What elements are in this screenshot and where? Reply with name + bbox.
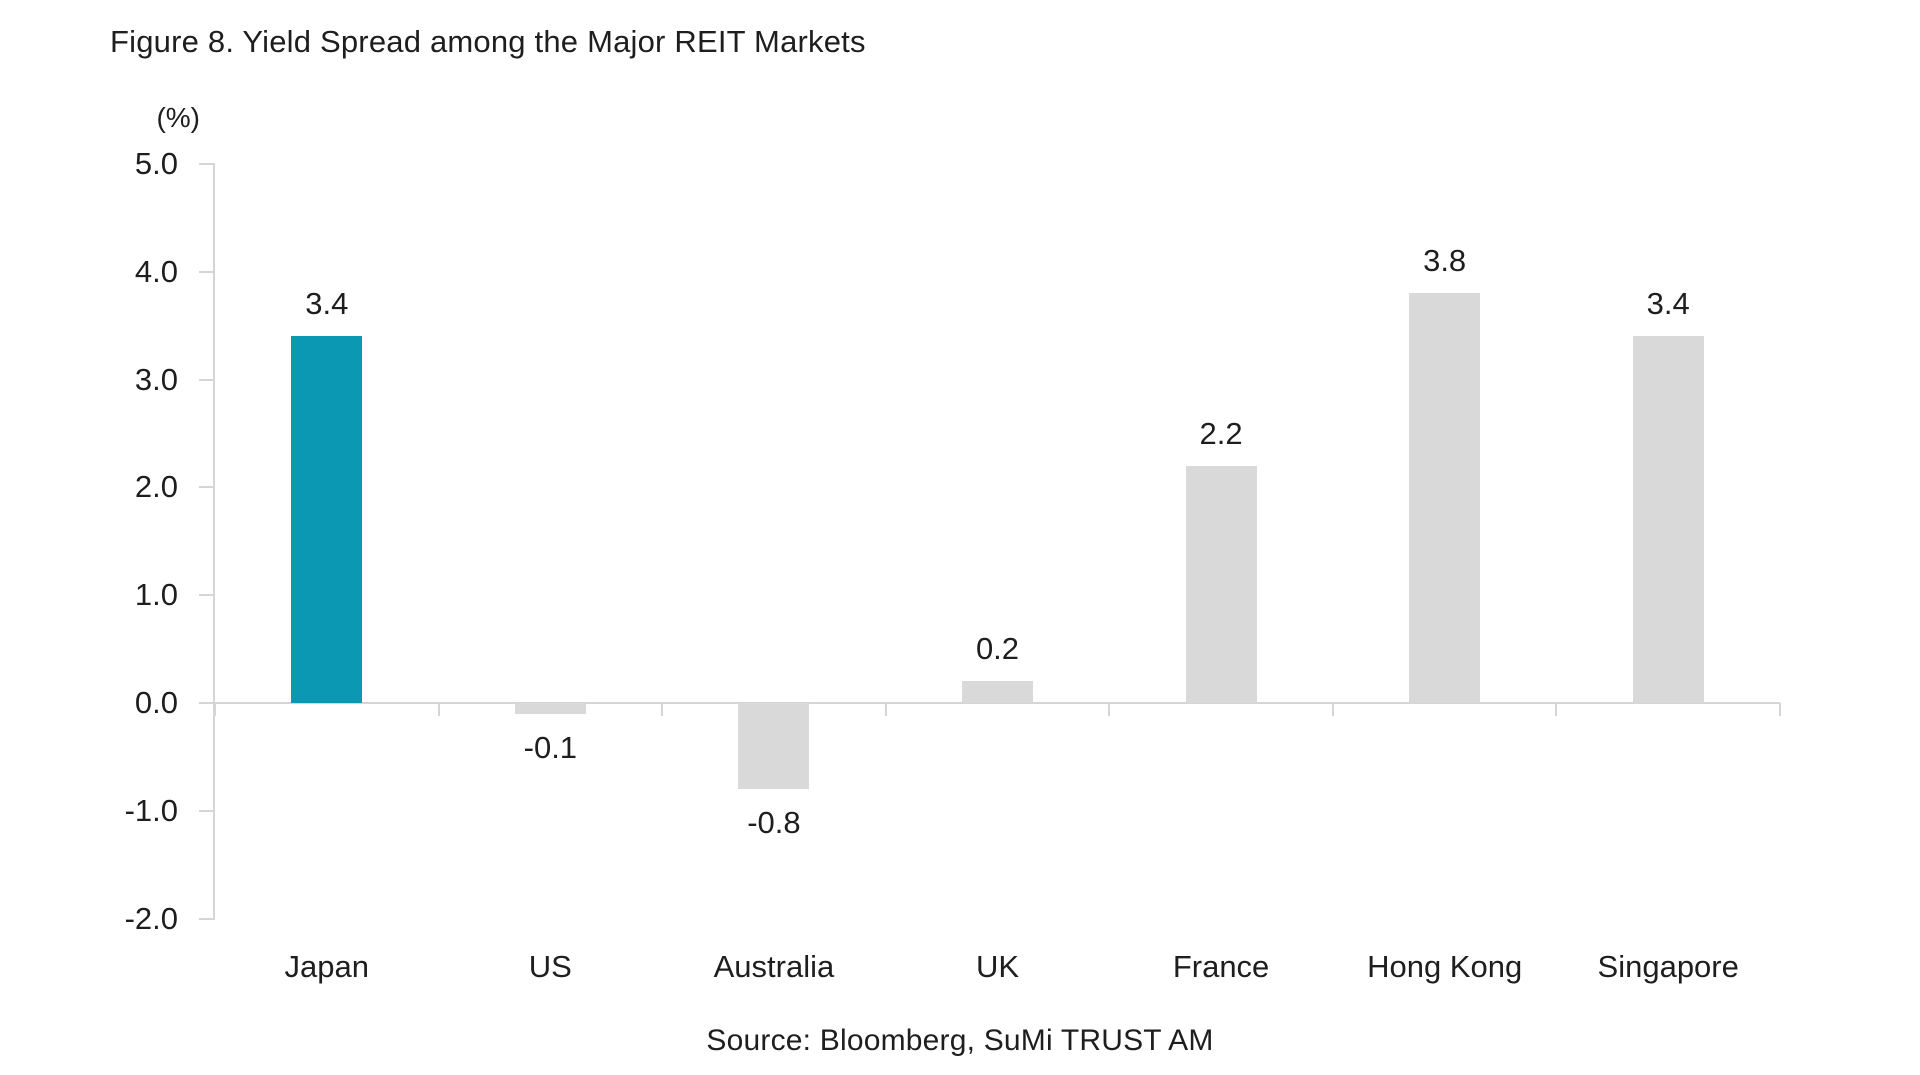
category-label-japan: Japan bbox=[284, 949, 370, 984]
y-axis-tick-label: 4.0 bbox=[134, 253, 178, 289]
category-label-australia: Australia bbox=[713, 949, 835, 984]
x-axis-tick bbox=[661, 703, 664, 716]
y-axis-tick bbox=[199, 163, 215, 165]
bar-value-label: 3.4 bbox=[305, 286, 349, 322]
x-axis-tick bbox=[884, 703, 887, 716]
source-note: Source: Bloomberg, SuMi TRUST AM bbox=[706, 1024, 1214, 1057]
bar-value-label: -0.1 bbox=[523, 729, 578, 765]
x-axis-tick bbox=[437, 703, 440, 716]
y-axis-tick bbox=[199, 594, 215, 597]
x-axis-tick bbox=[1108, 703, 1111, 716]
category-label-singapore: Singapore bbox=[1597, 949, 1739, 984]
bar-france bbox=[1185, 465, 1257, 703]
bar-uk bbox=[962, 681, 1033, 703]
x-axis-line bbox=[215, 702, 1780, 704]
bar-australia bbox=[738, 703, 810, 790]
y-axis-tick-label: 0.0 bbox=[134, 685, 178, 720]
bar-value-label: -0.8 bbox=[747, 805, 801, 841]
y-axis-tick bbox=[199, 270, 215, 273]
y-axis-line bbox=[213, 164, 215, 919]
figure-title: Figure 8. Yield Spread among the Major R… bbox=[110, 24, 866, 59]
x-axis-tick bbox=[1331, 703, 1334, 716]
x-axis-tick bbox=[214, 703, 216, 716]
y-axis-tick bbox=[199, 486, 215, 489]
y-axis-tick bbox=[199, 917, 215, 920]
y-axis-tick bbox=[199, 809, 215, 812]
y-axis-tick-label: -2.0 bbox=[124, 900, 178, 936]
category-label-hong-kong: Hong Kong bbox=[1367, 949, 1523, 984]
category-label-us: US bbox=[528, 949, 572, 984]
y-axis-tick-label: 3.0 bbox=[134, 361, 178, 397]
bar-value-label: 0.2 bbox=[975, 631, 1020, 667]
bar-value-label: 2.2 bbox=[1199, 415, 1243, 451]
bar-hong-kong bbox=[1409, 293, 1481, 703]
y-axis-tick-label: -1.0 bbox=[124, 792, 178, 828]
y-axis-tick-label: 1.0 bbox=[134, 577, 178, 613]
x-axis-tick bbox=[1555, 703, 1558, 716]
y-axis-unit-label: (%) bbox=[156, 102, 200, 133]
y-axis-tick bbox=[199, 378, 215, 381]
category-label-france: France bbox=[1172, 949, 1270, 984]
y-axis-tick bbox=[199, 702, 215, 704]
category-label-uk: UK bbox=[975, 949, 1020, 984]
y-axis-tick-label: 5.0 bbox=[134, 146, 178, 181]
bar-japan bbox=[291, 336, 363, 703]
bar-us bbox=[514, 703, 586, 714]
y-axis-tick-label: 2.0 bbox=[134, 469, 178, 505]
bar-singapore bbox=[1632, 336, 1704, 703]
x-axis-tick bbox=[1779, 703, 1781, 716]
bar-value-label: 3.4 bbox=[1646, 286, 1690, 322]
bar-value-label: 3.8 bbox=[1423, 243, 1467, 279]
